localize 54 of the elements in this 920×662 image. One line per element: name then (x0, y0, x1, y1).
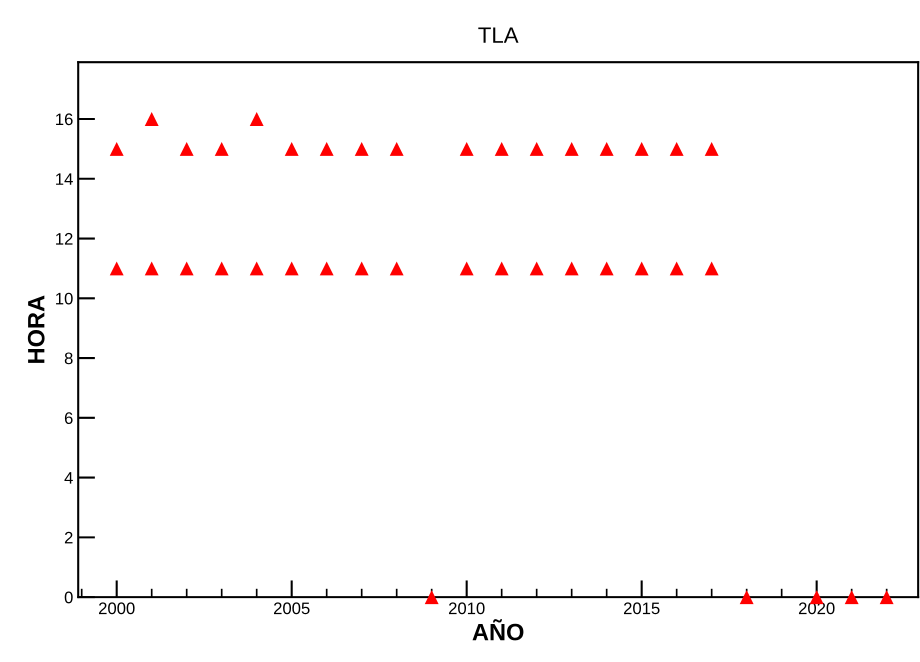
point (494, 261, 509, 276)
point (110, 261, 124, 276)
point (494, 142, 509, 156)
point (844, 590, 859, 604)
y-axis-title: HORA (28, 296, 45, 363)
y-tick-label: 2 (64, 532, 73, 544)
point (704, 142, 719, 156)
point (564, 142, 579, 156)
point (284, 261, 299, 276)
y-tick-label: 6 (64, 412, 73, 424)
point (180, 261, 194, 276)
point (250, 261, 264, 276)
point (320, 142, 334, 156)
y-tick-label: 4 (64, 472, 73, 484)
chart-title: TLA (478, 27, 519, 43)
x-tick-label: 2015 (624, 602, 660, 614)
point (600, 142, 614, 156)
y-tick-label: 12 (56, 232, 73, 245)
point (110, 142, 124, 156)
point (704, 261, 719, 276)
point (354, 261, 369, 276)
x-axis-title: AÑO (472, 619, 524, 640)
point (634, 261, 649, 276)
point (354, 142, 369, 156)
point (250, 112, 264, 126)
point (564, 261, 579, 276)
point (670, 142, 684, 156)
point (390, 261, 404, 276)
y-tick-label: 14 (56, 173, 73, 185)
x-tick-label: 2000 (99, 602, 135, 614)
point (390, 142, 404, 156)
point (320, 261, 334, 276)
point (740, 590, 754, 604)
point (144, 261, 159, 276)
point (424, 590, 439, 604)
point (180, 142, 194, 156)
point (670, 261, 684, 276)
y-tick-label: 0 (64, 592, 73, 604)
point (530, 142, 544, 156)
y-tick-label: 10 (56, 292, 73, 305)
y-tick-label: 16 (56, 113, 73, 126)
point (880, 590, 894, 604)
point (634, 142, 649, 156)
point (460, 142, 474, 156)
point (460, 261, 474, 276)
x-tick-label: 2005 (274, 602, 310, 614)
x-tick-label: 2010 (448, 602, 485, 614)
y-tick-label: 8 (64, 352, 73, 364)
point (284, 142, 299, 156)
point (144, 112, 159, 126)
point (214, 142, 229, 156)
point (530, 261, 544, 276)
point (600, 261, 614, 276)
point (214, 261, 229, 276)
